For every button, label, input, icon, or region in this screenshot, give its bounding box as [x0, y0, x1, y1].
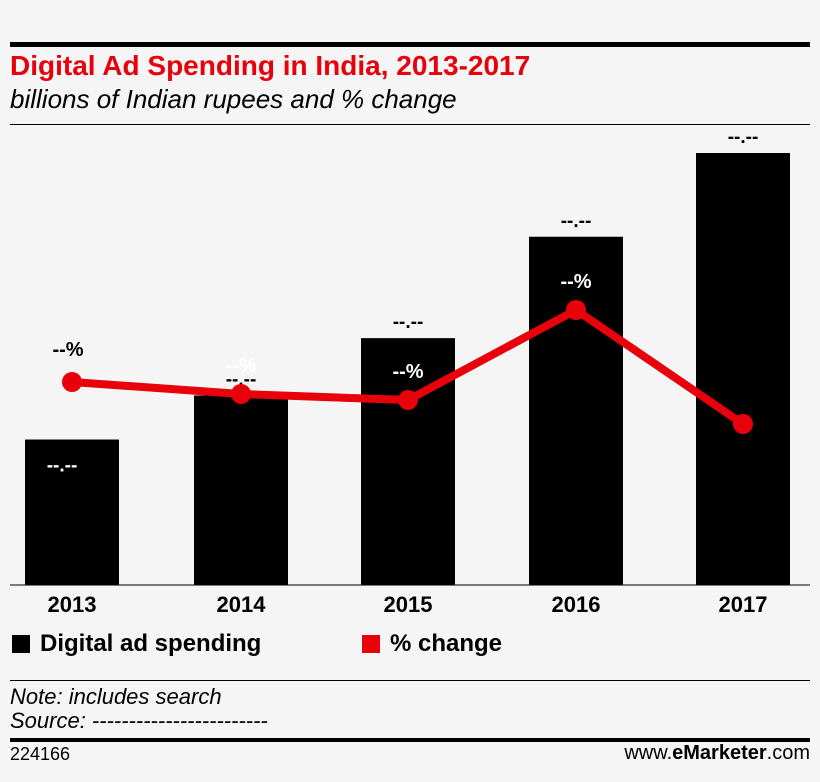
- bar-2014: [194, 395, 288, 585]
- bar-label-2013: --.--: [47, 456, 78, 477]
- change-point-2017: [733, 414, 753, 434]
- legend-item-change: % change: [362, 630, 502, 658]
- source-note: Source: ------------------------: [10, 708, 268, 733]
- footnote: Note: includes search: [10, 684, 222, 709]
- top-rule: [10, 42, 810, 47]
- change-point-2016: [566, 300, 586, 320]
- change-label-2014: --%: [225, 355, 256, 377]
- change-label-2015: --%: [392, 361, 423, 383]
- legend-item-spending: Digital ad spending: [12, 630, 261, 658]
- change-point-2013: [62, 372, 82, 392]
- brand-prefix: www.: [624, 742, 673, 764]
- x-tick-2015: 2015: [384, 592, 433, 617]
- change-label-2016: --%: [560, 271, 591, 293]
- x-tick-2014: 2014: [217, 592, 267, 617]
- brand-suffix: .com: [766, 742, 810, 764]
- x-tick-2016: 2016: [552, 592, 601, 617]
- legend-divider: [10, 680, 810, 681]
- brand-link[interactable]: www.eMarketer.com: [624, 742, 810, 765]
- bottom-rule: [10, 738, 810, 742]
- legend-swatch-spending: [12, 635, 30, 653]
- bar-2016: [529, 236, 623, 585]
- bar-label-2015: --.--: [393, 312, 424, 333]
- brand-name: eMarketer: [672, 742, 767, 764]
- bar-2013: [25, 439, 119, 585]
- chart-id: 224166: [10, 744, 71, 764]
- bar-label-2017: --.--: [728, 127, 759, 148]
- change-point-2015: [398, 390, 418, 410]
- change-point-2014: [231, 384, 251, 404]
- bar-2017: [696, 153, 790, 585]
- chart-title: Digital Ad Spending in India, 2013-2017: [10, 50, 531, 81]
- chart-subtitle: billions of Indian rupees and % change: [10, 84, 457, 114]
- legend-label-change: % change: [390, 630, 503, 657]
- legend-swatch-change: [362, 635, 380, 653]
- x-tick-2013: 2013: [48, 592, 97, 617]
- bar-label-2016: --.--: [561, 211, 592, 232]
- x-tick-2017: 2017: [719, 592, 768, 617]
- change-label-2013: --%: [52, 339, 83, 361]
- change-label-2017: --%: [727, 443, 758, 465]
- title-divider: [10, 124, 810, 125]
- legend-label-spending: Digital ad spending: [40, 630, 262, 657]
- bar-label-2014: --.--: [226, 369, 257, 390]
- chart-plot: 2013 2014 2015 2016 2017 --.-- --.-- --.-- --.--…: [10, 127, 810, 617]
